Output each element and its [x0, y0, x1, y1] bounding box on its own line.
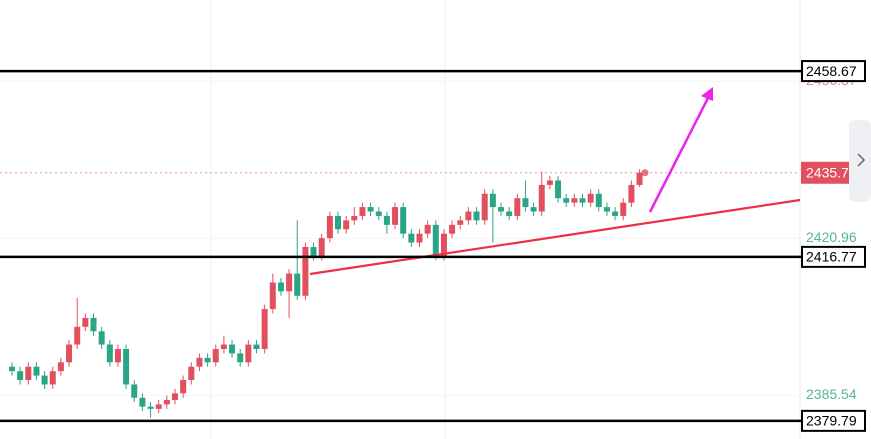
level-label: 2458.67 — [806, 63, 857, 79]
candle-body — [392, 207, 399, 225]
candle-body — [343, 220, 350, 230]
candle-body — [481, 193, 488, 221]
candle-body — [74, 326, 81, 345]
candle-body — [579, 198, 586, 203]
candle-body — [114, 348, 121, 363]
candle-body — [204, 357, 211, 363]
candle-body — [196, 357, 203, 367]
candle-body — [522, 198, 529, 208]
candle-body — [41, 375, 48, 385]
level-box-inner — [803, 247, 864, 266]
candle-body — [261, 309, 268, 349]
candle-body — [489, 193, 496, 208]
candle-body — [538, 184, 545, 212]
last-price-dot — [641, 169, 649, 177]
candle-body — [172, 393, 178, 400]
candle-body — [514, 198, 521, 216]
candle-body — [440, 233, 447, 256]
candle-body — [212, 348, 219, 363]
candle-body — [66, 344, 73, 363]
candle-body — [335, 215, 341, 230]
candle-body — [367, 207, 374, 212]
candle-body — [318, 238, 325, 256]
candle-body — [620, 202, 627, 216]
candle-body — [123, 348, 130, 385]
candle-body — [449, 224, 456, 234]
candle-body — [326, 215, 333, 239]
level-box-inner — [803, 62, 864, 81]
candle-body — [555, 180, 562, 199]
candle-body — [220, 344, 227, 349]
candle-body — [408, 233, 415, 243]
level-box-inner — [803, 411, 864, 430]
candle-body — [310, 246, 317, 256]
candle-body — [628, 184, 635, 203]
last-price-label: 2435.74 — [806, 164, 857, 180]
toggle-icon — [857, 153, 866, 167]
candle-body — [498, 207, 504, 212]
candle-body — [245, 344, 252, 363]
candle-body — [82, 317, 89, 327]
candle-body — [351, 215, 358, 221]
candle-body — [98, 331, 105, 345]
level-label: 2416.77 — [806, 249, 857, 265]
candle-body — [17, 371, 24, 381]
candle-body — [57, 362, 64, 372]
candle-body — [530, 207, 537, 212]
level-label: 2379.79 — [806, 413, 857, 429]
candle-body — [147, 406, 154, 409]
candle-body — [33, 366, 40, 376]
candle-body — [253, 344, 260, 349]
candle-body — [188, 366, 195, 381]
candle-body — [595, 193, 602, 208]
candle-body — [139, 397, 146, 407]
trend-line — [309, 198, 801, 276]
candle-body — [432, 224, 439, 256]
candle-body — [49, 371, 56, 385]
candle-body — [286, 273, 293, 292]
candle-body — [25, 366, 32, 381]
candle-body — [131, 384, 138, 398]
candle-body — [546, 180, 553, 185]
candle-body — [375, 211, 382, 216]
candle-body — [180, 380, 187, 394]
candle-body — [457, 220, 464, 225]
candle-body — [294, 273, 301, 296]
side-panel-toggle[interactable] — [849, 120, 871, 202]
candle-body — [237, 353, 244, 363]
y-tick-label: 2385.54 — [806, 386, 857, 402]
candle-body — [603, 207, 610, 212]
levels: 2435.74 2458.67 2416.77 2379.79 — [0, 60, 866, 432]
candle-body — [465, 211, 472, 221]
y-tick-label: 2420.96 — [806, 229, 857, 245]
candle-body — [269, 282, 276, 310]
candle-body — [636, 172, 643, 185]
candle-body — [383, 215, 390, 225]
candle-body — [400, 207, 407, 234]
candle-body — [229, 344, 236, 354]
candle-body — [424, 224, 431, 234]
candle-body — [90, 317, 97, 332]
candle-body — [563, 198, 570, 203]
candle-body — [587, 193, 594, 203]
arrow-shaft — [648, 97, 710, 213]
candle-body — [155, 404, 162, 409]
candle-body — [612, 211, 619, 216]
candle-body — [9, 366, 15, 372]
candle-body — [302, 246, 309, 296]
candle-body — [473, 211, 480, 221]
candle-body — [163, 399, 170, 405]
candle-body — [106, 344, 113, 363]
candle-body — [277, 282, 284, 292]
candle-body — [416, 233, 423, 243]
candle-body — [359, 207, 366, 216]
candles — [9, 169, 643, 418]
candle-body — [571, 198, 578, 203]
arrow-head — [701, 87, 713, 101]
candle-body — [506, 211, 513, 216]
